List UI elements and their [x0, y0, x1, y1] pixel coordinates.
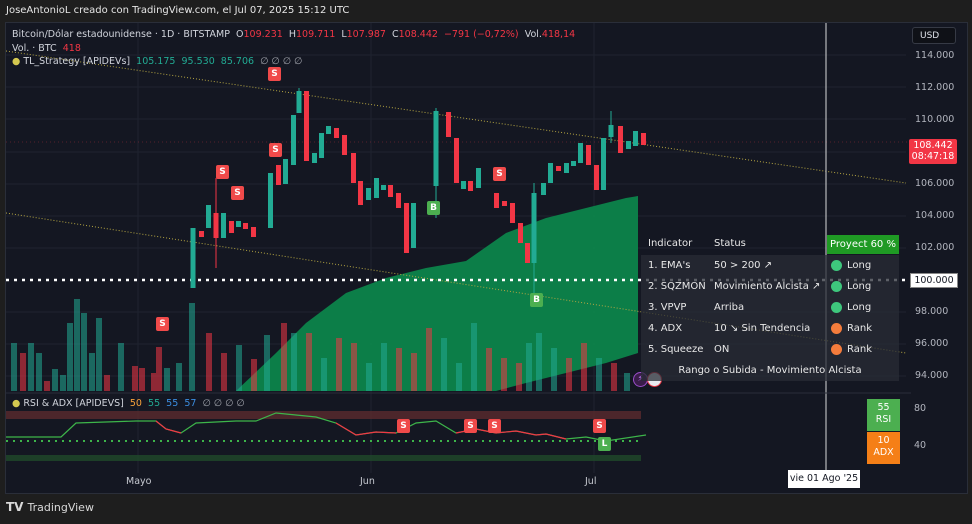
sell-marker: S [156, 317, 169, 331]
price-tick: 98.000 [915, 306, 949, 317]
indicator-table: Indicator Status Proyect 60 % 1. EMA's 5… [641, 233, 899, 383]
status-dot-icon [831, 302, 842, 313]
price-tick: 112.000 [915, 82, 955, 93]
sell-marker: S [216, 165, 229, 179]
volume-legend: Vol. · BTC 418 [12, 43, 81, 54]
status-dot-icon [831, 344, 842, 355]
sell-marker: S [231, 186, 244, 200]
table-row: 3. VPVP Arriba Long [641, 297, 899, 318]
price-tick: 106.000 [915, 178, 955, 189]
table-row: 4. ADX 10 ↘ Sin Tendencia Rank [641, 318, 899, 339]
table-header: Indicator Status [648, 238, 746, 249]
time-label: Jun [360, 476, 375, 487]
price-tick: 110.000 [915, 114, 955, 125]
price-tick: 102.000 [915, 242, 955, 253]
rsi-sell-marker: S [464, 419, 477, 433]
adx-value-badge: 10 ADX [867, 432, 900, 464]
symbol-legend: Bitcoin/Dólar estadounidense · 1D · BITS… [12, 29, 576, 40]
tradingview-logo[interactable]: TV TradingView [6, 500, 94, 514]
level-price-tag: 100.000 [910, 273, 958, 288]
table-row: 5. Squeeze ON Rank [641, 339, 899, 360]
chart-credit: JoseAntonioL creado con TradingView.com,… [6, 5, 350, 16]
table-row: 1. EMA's 50 > 200 ↗ Long [641, 255, 899, 276]
frog-icon: ● [12, 398, 21, 409]
frog-icon: ● [12, 56, 21, 67]
current-price-tag: 108.442 08:47:18 [909, 139, 957, 164]
rsi-value-badge: 55 RSI [867, 399, 900, 431]
price-tick: 96.000 [915, 338, 949, 349]
rsi-tick: 40 [914, 440, 927, 451]
table-row: 2. SQZMON Movimiento Alcista ↗ Long [641, 276, 899, 297]
rsi-sell-marker: S [488, 419, 501, 433]
status-dot-icon [831, 260, 842, 271]
price-tick: 94.000 [915, 370, 949, 381]
price-tick: 104.000 [915, 210, 955, 221]
sell-marker: S [268, 67, 281, 81]
rsi-legend[interactable]: ● RSI & ADX [APIDEVS] 50 55 55 57 ∅ ∅ ∅ … [12, 398, 245, 409]
strategy-legend[interactable]: ● TL_Strategy [APIDEVs] 105.175 95.530 8… [12, 56, 303, 67]
sell-marker: S [269, 143, 282, 157]
rsi-tick: 80 [914, 403, 927, 414]
chart-canvas [6, 23, 911, 473]
currency-button[interactable]: USD [912, 27, 956, 44]
status-dot-icon [831, 323, 842, 334]
time-label: Mayo [126, 476, 152, 487]
status-dot-icon [831, 281, 842, 292]
rsi-long-marker: L [598, 437, 611, 451]
rsi-sell-marker: S [593, 419, 606, 433]
price-tick: 114.000 [915, 50, 955, 61]
buy-marker: B [530, 293, 543, 307]
crosshair-date-tag: vie 01 Ago '25 [788, 470, 860, 488]
buy-marker: B [427, 201, 440, 215]
sell-marker: S [493, 167, 506, 181]
tv-logo-icon: TV [6, 500, 24, 514]
table-footer: Rango o Subida - Movimiento Alcista [641, 360, 899, 381]
proyect-badge: Proyect 60 % [827, 235, 899, 254]
time-label: Jul [585, 476, 597, 487]
rsi-sell-marker: S [397, 419, 410, 433]
